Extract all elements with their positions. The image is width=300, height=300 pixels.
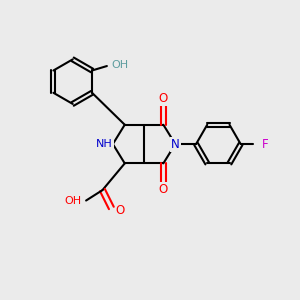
Text: OH: OH [111, 59, 128, 70]
Text: OH: OH [65, 196, 82, 206]
Text: F: F [262, 138, 268, 151]
Text: NH: NH [96, 139, 113, 149]
Text: O: O [159, 92, 168, 105]
Text: O: O [116, 204, 125, 217]
Text: O: O [159, 183, 168, 196]
Text: N: N [171, 138, 180, 151]
